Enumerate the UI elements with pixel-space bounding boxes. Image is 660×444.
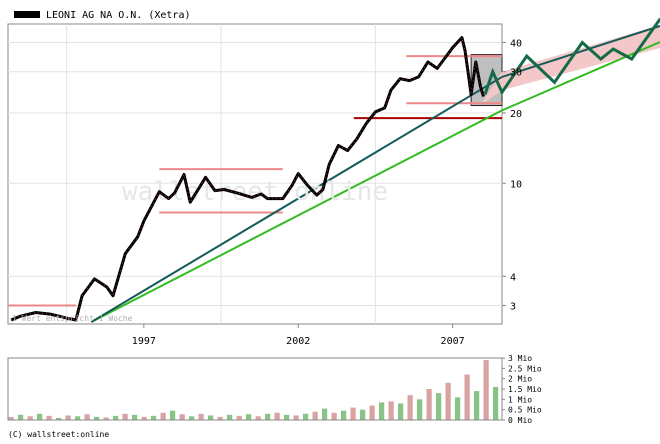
volume-bar	[455, 397, 461, 420]
support-line-light	[90, 109, 503, 323]
volume-bar	[407, 395, 413, 420]
volume-bar	[75, 416, 81, 420]
volume-tick-label: 2.5 Mio	[508, 364, 542, 373]
volume-bar	[37, 413, 43, 420]
volume-bar	[94, 416, 100, 420]
volume-tick-label: 2 Mio	[508, 375, 532, 384]
volume-tick-label: 3 Mio	[508, 354, 532, 363]
y-tick-label: 30	[510, 68, 522, 79]
support-line-dark-extension	[501, 25, 660, 78]
y-tick-label: 4	[510, 272, 516, 283]
volume-bar	[360, 409, 366, 420]
volume-bar	[350, 407, 356, 420]
volume-bar	[303, 413, 309, 420]
support-line-light-extension	[501, 41, 660, 112]
volume-bar	[103, 417, 109, 420]
volume-bar	[369, 405, 375, 420]
volume-tick-label: 1.5 Mio	[508, 385, 542, 394]
volume-bar	[170, 410, 176, 420]
volume-bar	[189, 416, 195, 420]
price-panel	[7, 23, 503, 325]
footer-credit: (C) wallstreet:online	[8, 430, 109, 439]
volume-bar	[445, 382, 451, 420]
x-axis: 1997 2002 2007	[132, 324, 465, 347]
y-axis: 40 30 20 10 4 3	[502, 39, 522, 312]
volume-bar	[379, 402, 385, 420]
interval-note: 1 Wert entspricht 1 Woche	[12, 314, 133, 323]
volume-bar	[493, 386, 499, 420]
volume-bar	[483, 360, 489, 420]
price-line-detail	[10, 37, 484, 321]
volume-bar	[208, 415, 214, 420]
volume-bar	[322, 408, 328, 420]
volume-bar	[388, 401, 394, 420]
volume-bar	[417, 399, 423, 420]
y-tick-label: 20	[510, 109, 522, 120]
forecast-path	[483, 17, 660, 96]
grid	[8, 24, 502, 324]
x-tick-label: 1997	[132, 336, 156, 347]
volume-tick-label: 1 Mio	[508, 395, 532, 404]
support-line-dark	[90, 76, 503, 323]
volume-bar	[132, 414, 138, 420]
volume-bar	[160, 412, 166, 420]
resistance-lines	[8, 55, 502, 307]
price-series	[10, 36, 485, 322]
volume-bar	[198, 413, 204, 420]
volume-bar	[293, 415, 299, 420]
volume-bar	[18, 414, 24, 420]
channel-band	[483, 25, 660, 104]
watermark: wallstreet-online	[122, 177, 388, 207]
y-tick-label: 10	[510, 179, 522, 190]
volume-bars	[8, 360, 502, 421]
volume-bar	[398, 403, 404, 420]
x-tick-label: 2007	[441, 336, 465, 347]
volume-bar	[217, 416, 223, 420]
volume-bar	[179, 414, 185, 420]
forecast-line	[483, 17, 660, 96]
volume-bar	[246, 414, 252, 420]
volume-bar	[84, 414, 90, 420]
volume-bar	[56, 417, 62, 420]
volume-bar	[341, 410, 347, 420]
trend-lines	[90, 25, 660, 323]
volume-bar	[46, 415, 52, 420]
x-tick-label: 2002	[286, 336, 310, 347]
volume-bar	[464, 374, 470, 420]
legend-swatch	[14, 11, 40, 18]
volume-bar	[141, 416, 147, 420]
volume-bar	[265, 413, 271, 420]
volume-bar	[65, 415, 71, 420]
volume-bar	[27, 416, 33, 420]
volume-bar	[274, 412, 280, 420]
volume-bar	[236, 415, 242, 420]
volume-bar	[284, 414, 290, 420]
volume-tick-label: 0 Mio	[508, 416, 532, 425]
volume-bar	[8, 416, 14, 420]
volume-bar	[122, 413, 128, 420]
legend-label: LEONI AG NA O.N. (Xetra)	[46, 10, 191, 21]
volume-bar	[426, 389, 432, 420]
volume-bar	[331, 412, 337, 420]
volume-bar	[227, 414, 233, 420]
volume-bar	[255, 416, 261, 420]
volume-tick-label: 0.5 Mio	[508, 406, 542, 415]
volume-bar	[312, 411, 318, 420]
volume-bar	[113, 415, 119, 420]
y-tick-label: 40	[510, 39, 522, 50]
y-tick-label: 3	[510, 301, 516, 312]
volume-bar	[474, 391, 480, 420]
volume-bar	[151, 415, 157, 420]
volume-bar	[436, 393, 442, 420]
